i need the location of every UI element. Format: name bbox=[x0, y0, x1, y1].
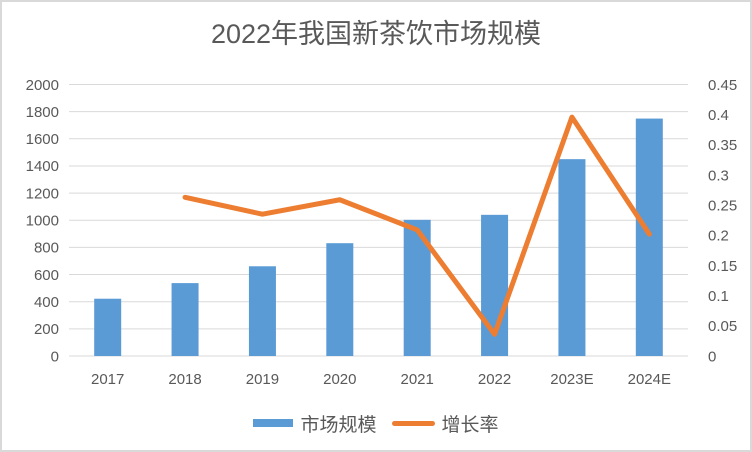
y-axis-left-tick-label: 800 bbox=[34, 240, 59, 257]
bar-2023E bbox=[558, 159, 586, 356]
bar-2024E bbox=[635, 118, 663, 357]
y-axis-left-tick-label: 1000 bbox=[26, 213, 59, 230]
y-axis-left-tick-label: 1200 bbox=[26, 185, 59, 202]
y-axis-right-tick-label: 0.15 bbox=[708, 258, 737, 275]
x-axis-tick-label: 2018 bbox=[168, 371, 201, 388]
bar-2018 bbox=[171, 283, 199, 356]
y-axis-left-tick-label: 1800 bbox=[26, 104, 59, 121]
bar-2020 bbox=[326, 243, 354, 356]
growth-rate-line bbox=[182, 114, 652, 337]
y-axis-left-tick-label: 600 bbox=[34, 267, 59, 284]
x-axis-tick-label: 2017 bbox=[91, 371, 124, 388]
y-axis-left-tick-label: 400 bbox=[34, 294, 59, 311]
y-axis-right-tick-label: 0 bbox=[708, 348, 716, 365]
x-axis-tick-label: 2022 bbox=[478, 371, 511, 388]
x-axis-tick-label: 2024E bbox=[628, 371, 671, 388]
bar-2017 bbox=[94, 298, 122, 356]
y-axis-right-tick-label: 0.1 bbox=[708, 288, 729, 305]
y-axis-right-tick-label: 0.2 bbox=[708, 228, 729, 245]
legend-label-market-size: 市场规模 bbox=[300, 414, 377, 436]
y-axis-right-tick-label: 0.3 bbox=[708, 167, 729, 184]
bar-2019 bbox=[248, 266, 276, 356]
x-axis-tick-label: 2019 bbox=[246, 371, 279, 388]
chart-legend: 市场规模 增长率 bbox=[2, 409, 750, 437]
legend-item-growth-rate: 增长率 bbox=[391, 410, 499, 437]
chart-title: 2022年我国新茶饮市场规模 bbox=[210, 19, 542, 49]
y-axis-left-tick-label: 200 bbox=[34, 321, 59, 338]
y-axis-right-tick-label: 0.4 bbox=[708, 107, 729, 124]
y-axis-left-tick-label: 1600 bbox=[26, 131, 59, 148]
y-axis-left-tick-label: 0 bbox=[51, 348, 59, 365]
y-axis-right-tick-label: 0.35 bbox=[708, 137, 737, 154]
legend-label-growth-rate: 增长率 bbox=[441, 414, 499, 436]
x-axis-tick-label: 2020 bbox=[323, 371, 356, 388]
legend-item-market-size: 市场规模 bbox=[253, 410, 377, 437]
y-axis-right-tick-label: 0.05 bbox=[708, 318, 737, 335]
bar-series-swatch-icon bbox=[253, 419, 294, 427]
y-axis-left-tick-label: 1400 bbox=[26, 158, 59, 175]
line-series-swatch-icon bbox=[391, 420, 435, 426]
y-axis-right-tick-label: 0.45 bbox=[708, 77, 737, 94]
x-axis-tick-label: 2023E bbox=[550, 371, 593, 388]
x-axis-tick-label: 2021 bbox=[401, 371, 434, 388]
y-axis-left-tick-label: 2000 bbox=[26, 77, 59, 94]
y-axis-right-tick-label: 0.25 bbox=[708, 197, 737, 214]
